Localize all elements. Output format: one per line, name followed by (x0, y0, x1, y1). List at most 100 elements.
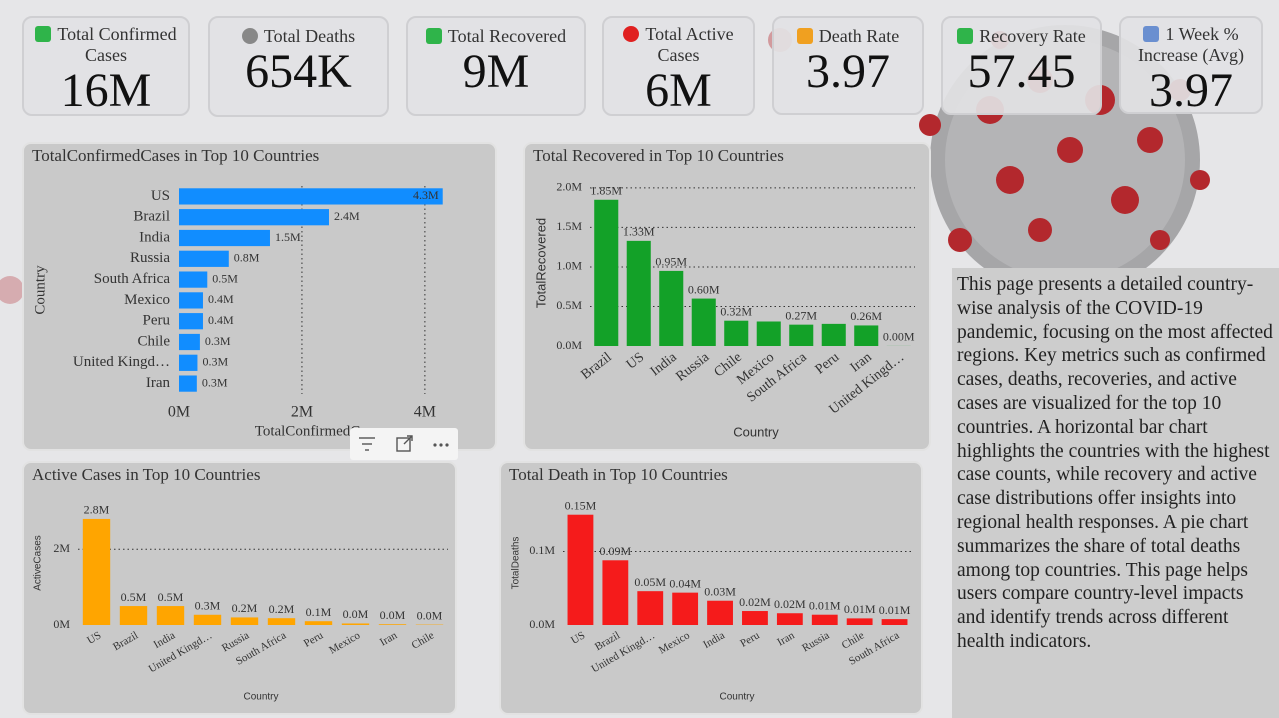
bar (378, 624, 407, 625)
bar (179, 375, 197, 392)
bar (881, 619, 908, 625)
kpi-label: Total Deaths (263, 26, 356, 46)
kpi-label: Total Recovered (447, 26, 567, 46)
chart-title: Total Recovered in Top 10 Countries (533, 146, 784, 165)
value-label: 4.3M (413, 188, 439, 202)
chart: Total Death in Top 10 Countries 0.0M 0.1M 0… (499, 461, 923, 715)
value-label: 0.3M (195, 599, 221, 613)
y-tick-label: 2M (53, 541, 70, 555)
value-label: 0.2M (232, 601, 258, 615)
kpi-icon (957, 28, 974, 44)
kpi-value: 654K (245, 45, 352, 98)
y-tick-label: 1.0M (556, 259, 582, 273)
y-tick-label: 0M (53, 617, 70, 631)
kpi-value: 57.45 (967, 45, 1076, 98)
value-label: 0.03M (704, 584, 736, 598)
bar (179, 209, 329, 226)
value-label: 0.05M (634, 575, 666, 589)
chart-panel (523, 142, 931, 451)
value-label: 0.01M (809, 598, 841, 612)
value-label: 0.04M (669, 576, 701, 590)
value-label: 0.5M (158, 590, 184, 604)
y-tick-label: 1.5M (556, 219, 582, 233)
bar (854, 325, 879, 346)
bar (230, 617, 259, 625)
value-label: 0.3M (205, 334, 231, 348)
value-label: 0.0M (380, 608, 406, 622)
y-tick-label: South Africa (94, 271, 171, 287)
kpi-label-row: Recovery Rate (943, 18, 1100, 47)
bar (82, 518, 111, 625)
kpi-value: 16M (60, 64, 152, 117)
value-label: 1.33M (623, 225, 655, 239)
value-label: 0.3M (202, 355, 228, 369)
x-tick-label: 4M (414, 404, 436, 421)
value-label: 1.5M (275, 230, 301, 244)
value-label: 0.60M (688, 282, 720, 296)
value-label: 0.27M (785, 308, 817, 322)
y-tick-label: India (139, 229, 170, 245)
kpi-label: Total Confirmed Cases (57, 24, 177, 65)
value-label: 0.0M (417, 608, 443, 622)
chart: TotalConfirmedCases in Top 10 Countries 0… (22, 142, 497, 451)
chart-title: TotalConfirmedCases in Top 10 Countries (32, 146, 319, 165)
kpi-icon (35, 26, 52, 42)
bar (602, 560, 629, 625)
visual-toolbar (350, 428, 458, 460)
bar (707, 600, 733, 625)
kpi-card: Recovery Rate 57.45 (941, 16, 1102, 115)
kpi-label-row: Total Confirmed Cases (24, 18, 188, 66)
y-tick-label: 0.5M (556, 298, 582, 312)
bar (742, 611, 768, 625)
value-label: 0.5M (212, 271, 238, 285)
y-tick-label: Iran (146, 375, 171, 391)
chart-panel (22, 142, 497, 451)
value-label: 0.26M (850, 309, 882, 323)
value-label: 0.5M (121, 590, 147, 604)
kpi-value: 6M (645, 64, 712, 117)
bar (776, 613, 803, 625)
value-label: 0.0M (343, 607, 369, 621)
kpi-icon (1143, 26, 1160, 42)
x-tick-label: 2M (291, 404, 313, 421)
y-tick-label: 2.0M (556, 180, 582, 194)
y-tick-label: Peru (143, 313, 171, 329)
value-label: 0.1M (306, 605, 332, 619)
kpi-icon (241, 28, 258, 44)
bar (724, 320, 749, 346)
kpi-card: Death Rate 3.97 (772, 16, 924, 115)
value-label: 0.4M (208, 292, 234, 306)
value-label: 0.2M (269, 602, 295, 616)
value-label: 0.00M (883, 330, 915, 344)
chart: Active Cases in Top 10 Countries 0M 2M 2.8M… (22, 461, 457, 715)
y-axis-title: TotalDeaths (511, 537, 522, 590)
more-options-button[interactable] (433, 443, 449, 447)
filter-button[interactable] (359, 437, 375, 451)
value-label: 0.32M (720, 304, 752, 318)
value-label: 0.01M (844, 602, 876, 616)
y-tick-label: 0.0M (556, 338, 582, 352)
kpi-card: Total Deaths 654K (208, 16, 389, 117)
focus-mode-button[interactable] (396, 435, 413, 452)
chart-title: Active Cases in Top 10 Countries (32, 465, 260, 484)
value-label: 2.4M (334, 209, 360, 223)
bar (179, 313, 203, 330)
page-description: This page presents a detailed country-wi… (952, 268, 1279, 718)
chart-panel (22, 461, 457, 715)
bar (811, 614, 838, 625)
kpi-label-row: Total Recovered (408, 18, 584, 47)
value-label: 0.01M (879, 603, 911, 617)
value-label: 0.15M (565, 498, 597, 512)
value-label: 1.85M (590, 184, 622, 198)
kpi-label: 1 Week % Increase (Avg) (1137, 24, 1245, 65)
chart-title: Total Death in Top 10 Countries (509, 465, 728, 484)
bar (193, 614, 222, 625)
kpi-label-row: Death Rate (774, 18, 922, 47)
bar (821, 323, 846, 346)
chart-panel (499, 461, 923, 715)
kpi-icon (623, 26, 640, 42)
chart: Total Recovered in Top 10 Countries 0.0M 0… (523, 142, 931, 451)
bar (179, 333, 200, 351)
value-label: 0.8M (234, 251, 260, 265)
